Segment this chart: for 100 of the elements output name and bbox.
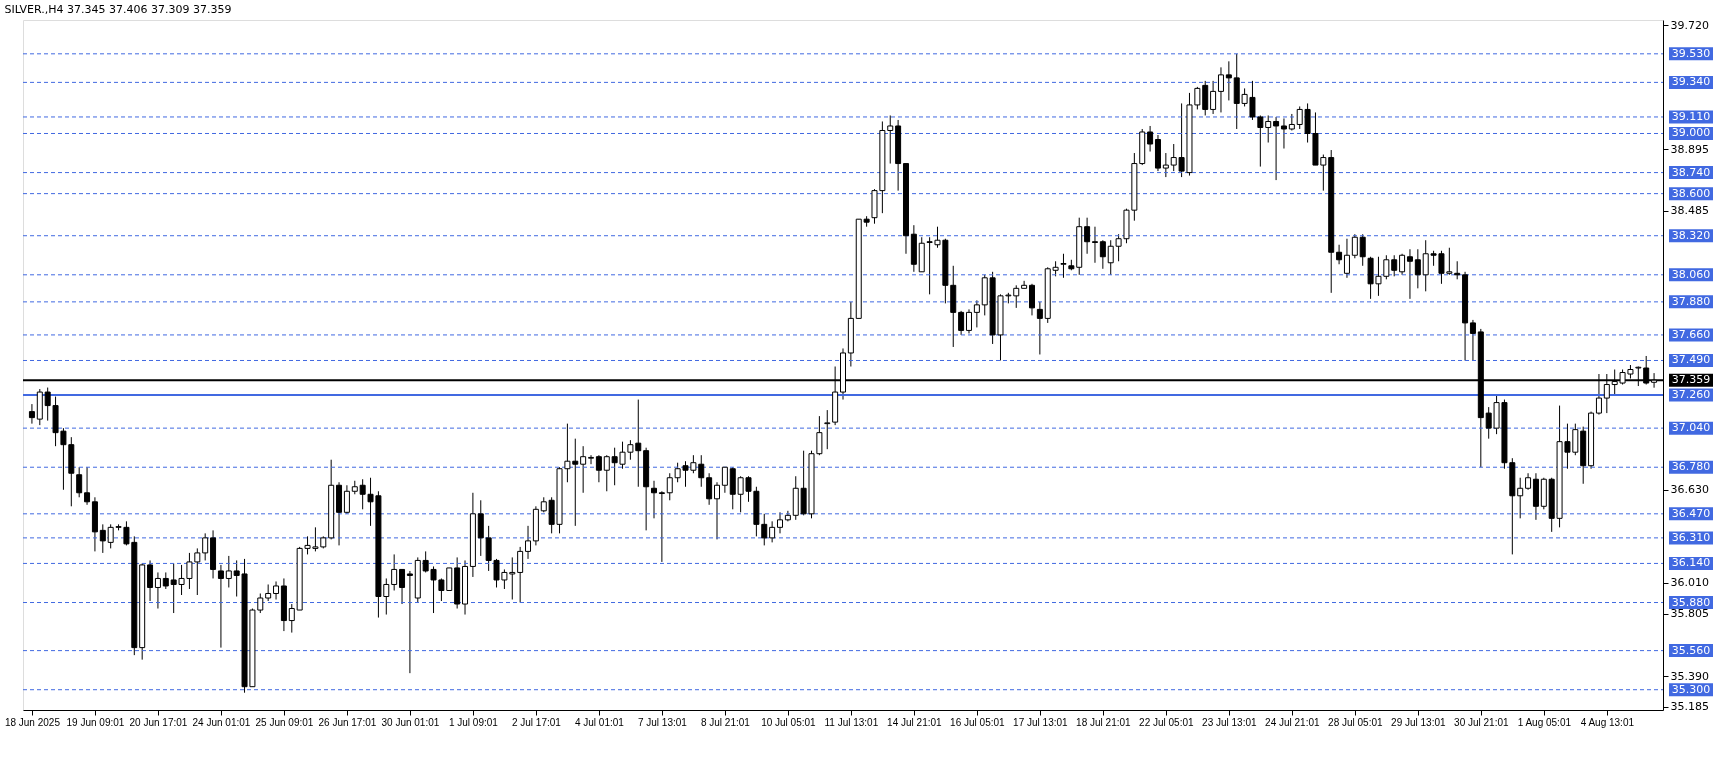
ref-line-label: 36.140 [1671,556,1711,570]
candlestick [651,480,658,519]
ref-line-label: 37.260 [1671,388,1711,402]
candlestick [1399,253,1406,276]
candlestick [658,490,665,563]
x-tick-label: 24 Jun 01:01 [192,716,251,728]
x-tick-label: 20 Jun 17:01 [129,716,188,728]
chart-title: SILVER.,H4 37.345 37.406 37.309 37.359 [4,3,232,17]
candlestick [1084,217,1091,255]
x-tick-label: 28 Jul 05:01 [1328,716,1384,728]
candlestick [958,310,965,336]
y-tick-label: 35.390 [1670,669,1709,683]
candlestick [76,466,83,498]
ref-line-label: 37.880 [1671,294,1711,308]
candlestick [288,603,295,634]
candlestick [202,532,209,561]
x-tick-label: 10 Jul 05:01 [761,716,817,728]
candlestick [399,568,406,605]
candlestick [273,580,280,601]
x-tick-label: 16 Jul 05:01 [950,716,1006,728]
candlestick [1351,233,1358,259]
x-tick-label: 11 Jul 13:01 [824,716,879,728]
candlestick [1517,477,1524,519]
x-tick-label: 25 Jun 09:01 [255,716,314,728]
ref-line-label: 39.000 [1671,126,1711,140]
y-tick-label: 38.485 [1670,204,1709,218]
ref-line-label: 36.470 [1671,506,1711,520]
candlestick [217,564,224,649]
candlestick [965,308,972,334]
ref-line-label: 35.560 [1671,643,1711,657]
y-tick-label: 36.630 [1670,483,1709,497]
candlestick [1414,248,1421,289]
x-tick-label: 30 Jun 01:01 [381,716,440,728]
candlestick [769,520,776,543]
ref-line-label: 36.310 [1671,530,1711,544]
candlestick [1210,80,1217,115]
candlestick [1036,301,1043,355]
x-tick-label: 1 Aug 05:01 [1517,716,1572,728]
x-tick-label: 26 Jun 17:01 [318,716,377,728]
x-tick-label: 1 Jul 09:01 [448,716,499,728]
x-tick-label: 14 Jul 21:01 [887,716,943,728]
candlestick [1217,66,1224,113]
ref-line-label: 37.040 [1671,421,1711,435]
y-tick-label: 36.010 [1670,576,1709,590]
ref-line-label: 38.600 [1671,186,1711,200]
candlestick [1028,283,1035,316]
x-tick-label: 7 Jul 13:01 [637,716,688,728]
candlestick [28,403,35,425]
ref-line-label: 37.490 [1671,353,1711,367]
x-tick-label: 29 Jul 13:01 [1391,716,1447,728]
x-tick-label: 22 Jul 05:01 [1139,716,1195,728]
candlestick [84,466,91,506]
candlestick [1280,117,1287,150]
x-tick-label: 18 Jun 2025 [4,716,61,728]
candlestick [99,523,106,554]
candlestick [1091,226,1098,264]
x-tick-label: 17 Jul 13:01 [1013,716,1069,728]
candlestick [1060,253,1067,279]
candlestick [1147,125,1154,153]
x-tick-label: 18 Jul 21:01 [1076,716,1132,728]
candlestick [1021,280,1028,289]
candlestick [391,553,398,591]
candlestick [154,571,161,610]
x-tick-label: 30 Jul 21:01 [1454,716,1509,728]
candlestick [1099,239,1106,270]
ref-line-label: 35.300 [1671,682,1711,696]
candlestick [1225,60,1232,101]
candlestick [225,555,232,588]
x-tick-label: 24 Jul 21:01 [1265,716,1321,728]
x-tick-label: 23 Jul 13:01 [1202,716,1258,728]
candlestick [777,511,783,534]
ref-line-label: 38.740 [1671,165,1711,179]
candlestick [343,484,350,515]
y-tick-label: 38.895 [1670,142,1709,156]
candlestick [1469,319,1476,361]
ref-line-label: 37.359 [1671,373,1711,387]
candlestick [1265,114,1272,144]
ref-line-label: 35.880 [1671,595,1711,609]
y-tick-label: 35.185 [1670,700,1709,714]
candlestick [721,466,728,494]
candlestick [1336,244,1343,265]
candlestick [973,299,980,328]
y-tick-label: 35.805 [1670,607,1709,621]
x-tick-label: 2 Jul 17:01 [511,716,562,728]
candlestick [1391,254,1398,277]
candlestick [580,445,587,494]
candlestick [595,454,602,483]
ref-line-label: 37.660 [1671,327,1711,341]
y-tick-label: 39.720 [1670,18,1709,32]
x-tick-label: 19 Jun 09:01 [66,716,125,728]
ref-line-label: 36.780 [1671,460,1711,474]
ref-line-label: 38.320 [1671,228,1711,242]
candlestick [1343,238,1350,279]
candlestick [517,546,524,604]
ref-line-label: 39.110 [1671,109,1711,123]
candlestick [1162,152,1169,178]
candlestick [406,570,413,674]
candlestick [1359,233,1366,267]
x-tick-label: 4 Jul 01:01 [574,716,625,728]
ref-line-label: 39.530 [1671,46,1711,60]
